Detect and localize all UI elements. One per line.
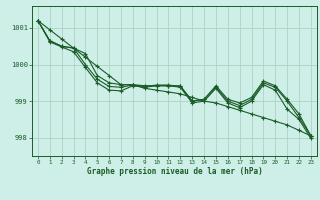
X-axis label: Graphe pression niveau de la mer (hPa): Graphe pression niveau de la mer (hPa) xyxy=(86,167,262,176)
